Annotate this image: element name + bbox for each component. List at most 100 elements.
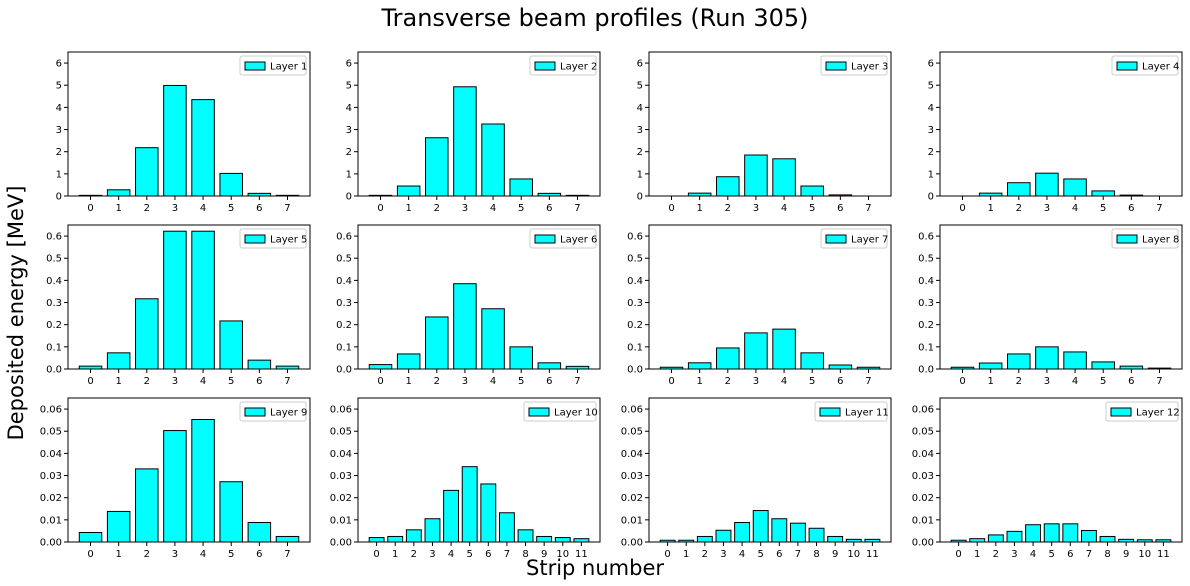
y-tick-label: 0.0 — [336, 365, 352, 376]
y-tick-label: 0.4 — [46, 276, 62, 287]
y-tick-label: 0.4 — [336, 276, 352, 287]
x-tick-label: 3 — [1044, 376, 1050, 387]
axes-frame — [357, 397, 601, 543]
x-tick-label: 5 — [228, 203, 234, 214]
y-tick-label: 0.01 — [621, 515, 643, 526]
legend-label: Layer 7 — [851, 235, 888, 246]
bar-layer-8-strip-4 — [1063, 351, 1087, 370]
x-tick-label: 1 — [987, 376, 993, 387]
axes-frame — [67, 224, 311, 370]
bar-layer-10-strip-5 — [461, 466, 478, 543]
bar-layer-9-strip-1 — [106, 510, 131, 543]
y-tick-label: 3 — [637, 125, 643, 136]
x-tick-label: 11 — [866, 549, 879, 560]
y-tick-label: 0.05 — [330, 427, 352, 438]
x-tick-label: 1 — [115, 549, 121, 560]
x-tick-label: 2 — [144, 203, 150, 214]
x-tick-label: 5 — [1049, 549, 1055, 560]
x-tick-label: 0 — [668, 203, 674, 214]
bar-layer-1-strip-1 — [106, 189, 131, 197]
x-tick-label: 2 — [144, 376, 150, 387]
y-tick-label: 6 — [928, 59, 934, 70]
y-tick-label: 0.6 — [336, 232, 352, 243]
y-tick-label: 2 — [346, 147, 352, 158]
legend-swatch — [1116, 234, 1138, 244]
x-tick-label: 1 — [405, 376, 411, 387]
y-tick-label: 0.06 — [330, 405, 352, 416]
x-tick-label: 7 — [865, 376, 871, 387]
bar-layer-12-strip-2 — [987, 534, 1004, 543]
legend-label: Layer 9 — [270, 408, 307, 419]
x-tick-label: 1 — [987, 203, 993, 214]
legend-swatch — [534, 234, 556, 244]
bar-layer-10-strip-0 — [368, 537, 385, 543]
legend-swatch — [244, 407, 266, 417]
y-tick-label: 0 — [637, 192, 643, 203]
x-tick-label: 0 — [959, 203, 965, 214]
x-tick-label: 6 — [1128, 376, 1134, 387]
bar-layer-7-strip-1 — [687, 362, 712, 370]
y-tick-label: 0.04 — [40, 449, 62, 460]
y-tick-label: 0.03 — [912, 471, 934, 482]
x-tick-label: 7 — [1156, 376, 1162, 387]
y-tick-label: 1 — [56, 169, 62, 180]
bar-layer-9-strip-7 — [275, 535, 300, 543]
x-tick-label: 2 — [993, 549, 999, 560]
x-tick-label: 8 — [522, 549, 528, 560]
subplot-layer-4: 0 1 2 3 4 5 6 0 1 2 3 4 5 6 7 Layer 4 — [928, 51, 1183, 214]
y-tick-label: 0.01 — [912, 515, 934, 526]
x-tick-label: 1 — [974, 549, 980, 560]
y-tick-label: 3 — [56, 125, 62, 136]
bar-layer-6-strip-5 — [509, 346, 533, 370]
x-tick-label: 3 — [720, 549, 726, 560]
x-tick-label: 1 — [696, 203, 702, 214]
bar-layer-1-strip-3 — [163, 84, 187, 197]
y-tick-label: 0.3 — [918, 298, 934, 309]
axes-frame — [648, 397, 892, 543]
bar-layer-12-strip-8 — [1099, 535, 1116, 543]
y-tick-label: 0.04 — [912, 449, 934, 460]
legend-label: Layer 5 — [270, 235, 307, 246]
y-tick-label: 1 — [346, 169, 352, 180]
bar-layer-10-strip-8 — [517, 529, 534, 543]
bar-layer-1-strip-4 — [191, 99, 215, 197]
axes-frame — [939, 51, 1183, 197]
legend-swatch — [1110, 407, 1132, 417]
bar-layer-10-strip-10 — [554, 537, 571, 543]
y-tick-label: 0 — [928, 192, 934, 203]
bar-layer-6-strip-3 — [453, 283, 477, 370]
x-tick-label: 0 — [959, 376, 965, 387]
x-tick-label: 7 — [795, 549, 801, 560]
axes-frame — [357, 224, 601, 370]
x-tick-label: 10 — [556, 549, 569, 560]
legend-swatch — [1116, 61, 1138, 71]
bar-layer-9-strip-6 — [247, 522, 272, 543]
bar-layer-10-strip-3 — [424, 518, 441, 543]
bar-layer-11-strip-9 — [827, 535, 844, 543]
subplot-layer-8: 0.0 0.1 0.2 0.3 0.4 0.5 0.6 0 1 2 3 4 5 6 7 Layer 8 — [918, 224, 1183, 387]
y-tick-label: 4 — [346, 103, 352, 114]
y-tick-label: 0.05 — [621, 427, 643, 438]
subplot-layer-12: 0.00 0.01 0.02 0.03 0.04 0.05 0.06 0 1 2 3 4 5 6 7 8 9 10… — [912, 397, 1183, 560]
x-tick-label: 5 — [809, 203, 815, 214]
bar-layer-8-strip-3 — [1035, 346, 1059, 370]
x-tick-label: 0 — [87, 376, 93, 387]
y-tick-label: 0.5 — [336, 254, 352, 265]
legend-label: Layer 4 — [1142, 62, 1179, 73]
legend-label: Layer 10 — [554, 408, 598, 419]
legend-label: Layer 6 — [560, 235, 597, 246]
x-tick-label: 6 — [837, 203, 843, 214]
y-tick-label: 0.02 — [912, 493, 934, 504]
bar-layer-2-strip-3 — [453, 86, 477, 197]
axes-frame — [357, 51, 601, 197]
x-tick-label: 4 — [781, 376, 787, 387]
bar-layer-11-strip-2 — [696, 535, 713, 543]
y-tick-label: 0.06 — [621, 405, 643, 416]
x-tick-label: 11 — [575, 549, 588, 560]
y-tick-label: 2 — [637, 147, 643, 158]
y-tick-label: 0.02 — [40, 493, 62, 504]
bar-layer-8-strip-5 — [1091, 361, 1115, 370]
bar-layer-10-strip-7 — [498, 512, 515, 543]
x-tick-label: 5 — [467, 549, 473, 560]
x-tick-label: 5 — [228, 376, 234, 387]
